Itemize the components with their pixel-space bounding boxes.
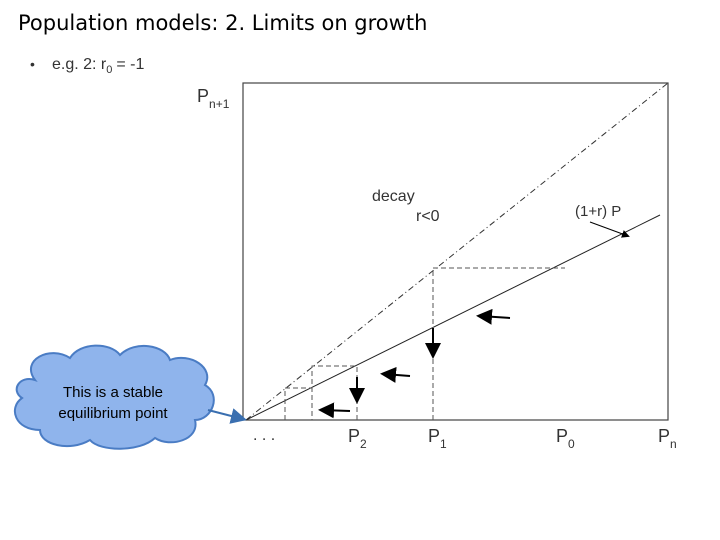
plot-frame (242, 82, 669, 421)
p-sub: 0 (568, 437, 575, 451)
annotation: decay (372, 188, 415, 205)
x-label: P (658, 426, 670, 446)
point-label: P2 (348, 426, 367, 451)
cobweb-2 (311, 365, 358, 420)
x-axis-label: Pn (658, 426, 677, 451)
y-sub: n+1 (209, 97, 230, 111)
y-axis-label: Pn+1 (197, 86, 230, 111)
cobweb (284, 267, 565, 420)
annotation: (1+r) P (575, 203, 621, 220)
p-label: P (556, 426, 568, 446)
bullet-text: e.g. 2: r (52, 56, 107, 73)
arrow (318, 402, 351, 419)
point-label: P1 (428, 426, 447, 451)
bullet-dot: • (30, 56, 35, 72)
arrow (476, 308, 511, 325)
bullet: e.g. 2: r0 = -1 (52, 56, 144, 76)
callout: This is a stable equilibrium point (13, 344, 247, 450)
title: Population models: 2. Limits on growth (18, 11, 427, 35)
callout-text: equilibrium point (58, 405, 168, 422)
p-label: P (428, 426, 440, 446)
point-label: P0 (556, 426, 575, 451)
callout-text: This is a stable (63, 384, 163, 401)
bullet-rest: = -1 (116, 56, 144, 73)
arrow (380, 366, 411, 383)
ellipsis: . . . (253, 427, 275, 444)
cloud (13, 344, 215, 450)
arrows (318, 308, 511, 419)
y-label: P (197, 86, 209, 106)
annotation: r<0 (416, 208, 440, 225)
x-sub: n (670, 437, 677, 451)
label-pointer (589, 221, 630, 238)
p-sub: 2 (360, 437, 367, 451)
callout-pointer (207, 408, 247, 424)
bullet-sub: 0 (106, 64, 112, 76)
cobweb-3 (284, 387, 312, 420)
p-sub: 1 (440, 437, 447, 451)
cobweb-1 (432, 267, 565, 420)
p-label: P (348, 426, 360, 446)
decay-line (245, 214, 661, 421)
diagonal (245, 82, 669, 421)
